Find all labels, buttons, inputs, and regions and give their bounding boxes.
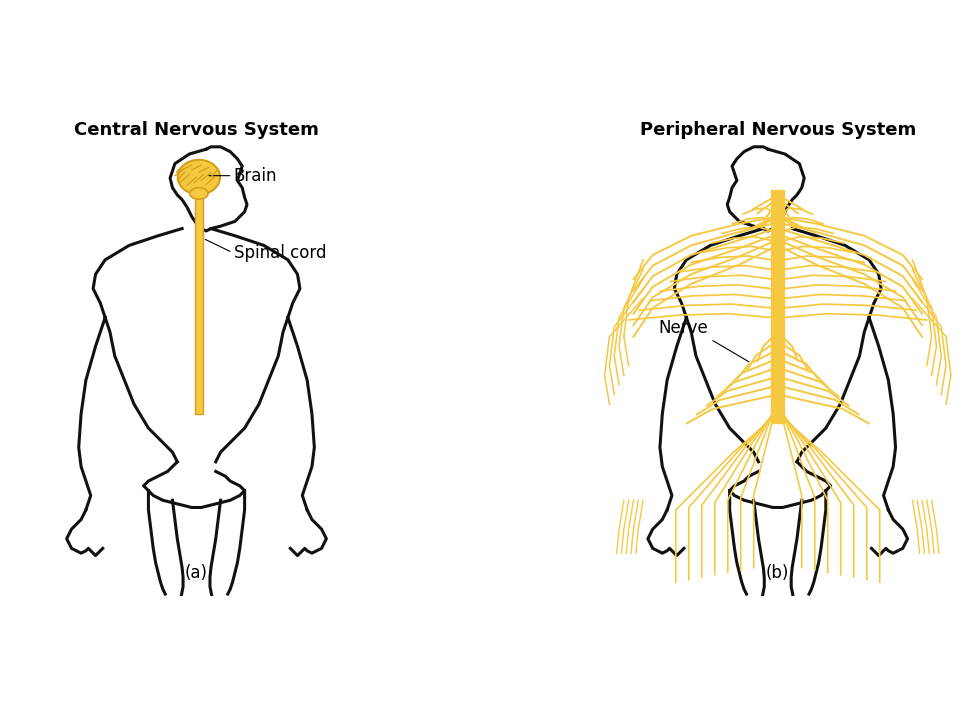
Text: (a): (a): [185, 564, 208, 582]
Polygon shape: [195, 194, 203, 414]
Ellipse shape: [177, 159, 220, 194]
Text: Nerve: Nerve: [658, 319, 708, 337]
Text: Central Nervous System: Central Nervous System: [74, 121, 319, 140]
Text: Peripheral Nervous System: Peripheral Nervous System: [640, 121, 916, 140]
Text: (b): (b): [766, 564, 790, 582]
Ellipse shape: [190, 188, 208, 199]
Text: Spinal cord: Spinal cord: [234, 244, 326, 261]
Text: Brain: Brain: [234, 167, 277, 184]
